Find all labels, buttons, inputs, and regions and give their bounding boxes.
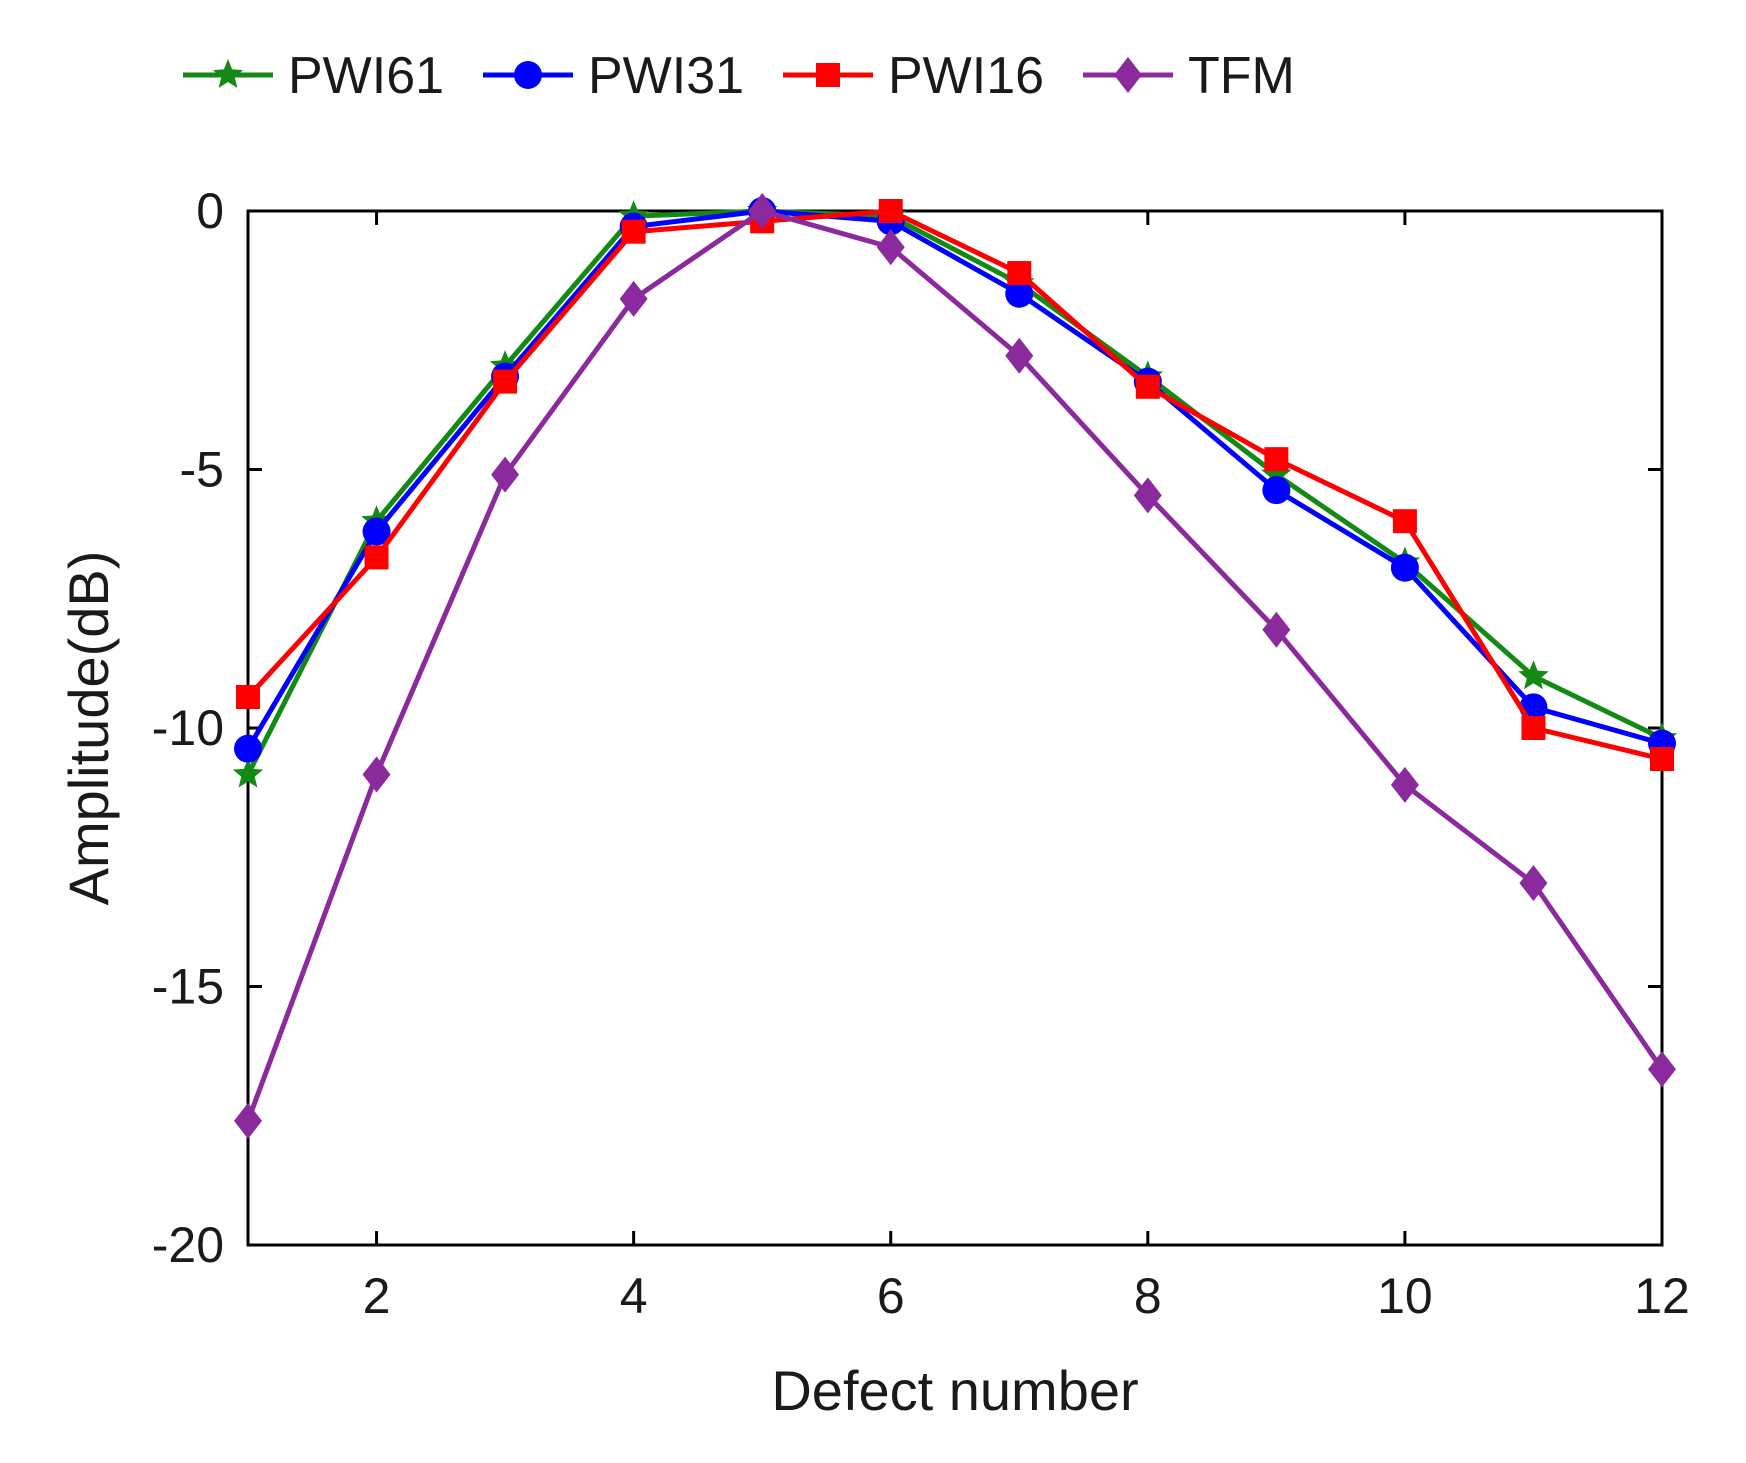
- x-tick-label: 4: [620, 1268, 648, 1324]
- data-point-tfm: [362, 756, 391, 793]
- data-point-pwi16: [1007, 261, 1032, 286]
- legend-label: PWI61: [288, 47, 444, 105]
- y-tick-label: 0: [196, 183, 224, 239]
- data-point-pwi16: [364, 545, 389, 570]
- legend-item-pwi61: PWI61: [183, 47, 444, 105]
- data-point-tfm: [1262, 611, 1291, 648]
- y-tick-label: -15: [152, 959, 224, 1015]
- series-line-pwi61: [245, 208, 1664, 776]
- data-point-pwi16: [1521, 716, 1546, 740]
- series-pwi61: [232, 195, 1678, 788]
- data-point-pwi16: [621, 219, 646, 244]
- legend-item-pwi16: PWI16: [783, 47, 1044, 105]
- data-point-pwi16: [1650, 747, 1674, 772]
- data-point-tfm: [748, 193, 777, 229]
- data-point-pwi61: [1261, 458, 1292, 488]
- data-point-tfm: [234, 1102, 262, 1139]
- axis-ticks: 2 4 6 8 10 12 0 -5 -10 -15 -20: [152, 183, 1690, 1324]
- data-point-pwi61: [232, 758, 264, 788]
- series-layer: [232, 193, 1678, 1139]
- series-pwi31: [234, 197, 1676, 763]
- plot-frame: [246, 209, 1664, 1247]
- legend-item-tfm: TFM: [1083, 47, 1295, 105]
- data-point-pwi61: [1518, 660, 1549, 690]
- x-axis-label: Defect number: [771, 1359, 1138, 1422]
- data-point-pwi16: [493, 369, 518, 394]
- data-point-pwi31: [1262, 476, 1291, 505]
- data-point-pwi31: [1390, 553, 1419, 582]
- x-tick-label: 12: [1634, 1268, 1690, 1324]
- data-point-pwi31: [362, 517, 391, 546]
- series-tfm: [234, 193, 1676, 1139]
- data-point-pwi31: [1005, 279, 1034, 308]
- legend-marker-circle-icon: [514, 61, 542, 89]
- legend-marker-square-icon: [816, 63, 840, 87]
- data-point-pwi16: [878, 199, 903, 223]
- legend-label: PWI31: [588, 47, 744, 105]
- data-point-tfm: [876, 229, 905, 266]
- data-point-tfm: [1390, 766, 1419, 803]
- data-point-tfm: [619, 280, 648, 317]
- y-axis-label: Amplitude(dB): [57, 551, 120, 906]
- y-tick-label: -10: [152, 700, 224, 756]
- data-point-pwi16: [236, 684, 260, 709]
- data-point-tfm: [1648, 1051, 1676, 1088]
- plot-area: 2 4 6 8 10 12 0 -5 -10 -15 -20: [152, 183, 1690, 1324]
- x-tick-label: 10: [1377, 1268, 1433, 1324]
- y-tick-label: -5: [180, 442, 224, 498]
- legend-marker-star-icon: [212, 59, 244, 88]
- legend-label: TFM: [1188, 47, 1295, 105]
- series-pwi16: [236, 199, 1674, 772]
- series-line-tfm: [245, 208, 1665, 1122]
- data-point-pwi31: [234, 734, 262, 763]
- legend-marker-diamond-icon: [1114, 57, 1142, 93]
- data-point-tfm: [1005, 337, 1034, 374]
- data-point-tfm: [1133, 477, 1162, 514]
- series-line-pwi16: [246, 208, 1663, 762]
- x-tick-label: 2: [363, 1268, 391, 1324]
- data-point-pwi16: [1392, 509, 1417, 534]
- series-line-pwi31: [245, 208, 1663, 750]
- legend-label: PWI16: [888, 47, 1044, 105]
- data-point-pwi16: [1135, 374, 1160, 399]
- data-point-tfm: [1519, 865, 1548, 902]
- data-point-pwi16: [1264, 447, 1289, 472]
- x-tick-label: 8: [1134, 1268, 1162, 1324]
- data-point-tfm: [491, 456, 520, 493]
- legend-item-pwi31: PWI31: [483, 47, 744, 105]
- legend: PWI61 PWI31 PWI16 TFM: [183, 47, 1295, 105]
- y-tick-label: -20: [152, 1217, 224, 1273]
- x-tick-label: 6: [877, 1268, 905, 1324]
